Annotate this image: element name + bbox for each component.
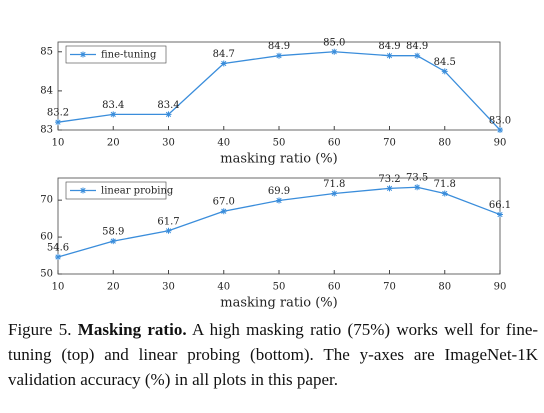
series-line	[57, 51, 501, 131]
data-label: 73.2	[378, 174, 400, 185]
data-point	[497, 211, 503, 218]
x-tick-label: 50	[273, 138, 286, 149]
figure: 83 84 85 10 20 30 40 50 60 70 80 90 masking ratio (%…	[40, 37, 511, 311]
data-point	[110, 111, 117, 118]
data-label: 73.5	[406, 173, 428, 184]
y-tick-label: 50	[40, 269, 53, 280]
x-tick-label: 90	[494, 282, 507, 293]
data-point	[441, 190, 448, 197]
data-label: 71.8	[323, 179, 345, 190]
legend-label: fine-tuning	[101, 50, 157, 61]
data-point	[55, 254, 61, 261]
data-point	[497, 127, 503, 133]
x-axis-title: masking ratio (%)	[220, 296, 337, 311]
data-point	[220, 208, 227, 215]
data-point	[110, 238, 117, 245]
x-tick-label: 10	[52, 282, 65, 293]
x-tick-label: 80	[438, 282, 451, 293]
caption-title: Masking ratio.	[77, 320, 187, 339]
caption: Figure 5. Masking ratio. A high masking …	[8, 317, 538, 392]
y-tick-label: 70	[40, 195, 53, 206]
x-tick-label: 40	[217, 282, 230, 293]
x-tick-label: 40	[217, 138, 230, 149]
y-tick-label: 84	[40, 85, 53, 96]
data-label: 84.9	[268, 41, 290, 52]
x-tick-label: 80	[438, 138, 451, 149]
x-tick-label: 30	[162, 282, 175, 293]
data-label: 84.5	[434, 57, 456, 68]
data-label: 83.0	[489, 116, 511, 127]
data-point	[386, 52, 393, 59]
caption-text: A high masking ratio (75%) works well fo…	[8, 320, 539, 389]
data-point	[55, 119, 61, 126]
data-label: 84.9	[406, 41, 428, 52]
data-point	[441, 68, 448, 75]
x-tick-label: 50	[273, 282, 286, 293]
data-label: 54.6	[47, 243, 69, 254]
x-tick-label: 30	[162, 138, 175, 149]
data-point	[276, 197, 282, 204]
legend-box	[65, 45, 167, 64]
data-point	[220, 60, 227, 67]
x-axis-title: masking ratio (%)	[220, 152, 337, 167]
data-point	[414, 184, 421, 191]
data-point	[276, 52, 282, 59]
x-tick-label: 90	[494, 138, 507, 149]
x-tick-label: 10	[52, 138, 65, 149]
legend-marker	[80, 187, 86, 194]
legend-marker	[80, 51, 86, 58]
data-label: 83.4	[157, 100, 179, 111]
data-label: 71.8	[434, 179, 456, 190]
data-label: 84.7	[213, 49, 235, 60]
data-label: 69.9	[268, 186, 290, 197]
data-point	[331, 48, 338, 55]
legend-box	[65, 181, 167, 200]
data-point	[331, 190, 338, 197]
data-label: 58.9	[102, 227, 124, 238]
data-label: 83.2	[47, 108, 69, 119]
data-label: 85.0	[323, 37, 345, 48]
data-label: 66.1	[489, 200, 511, 211]
caption-label: Figure 5.	[8, 320, 72, 339]
x-tick-label: 60	[328, 138, 341, 149]
legend-label: linear probing	[101, 186, 174, 197]
y-tick-label: 60	[40, 232, 53, 243]
data-label: 83.4	[102, 100, 124, 111]
x-tick-label: 20	[107, 282, 120, 293]
data-label: 61.7	[157, 216, 179, 227]
data-point	[165, 227, 172, 234]
y-tick-label: 85	[40, 46, 53, 57]
data-point	[165, 111, 172, 118]
data-point	[414, 52, 421, 59]
x-tick-label: 20	[107, 138, 120, 149]
data-label: 84.9	[378, 41, 400, 52]
x-tick-label: 70	[383, 138, 396, 149]
y-tick-label: 83	[40, 125, 53, 136]
data-point	[386, 185, 393, 192]
series-line	[57, 186, 501, 258]
data-label: 67.0	[213, 197, 235, 208]
x-tick-label: 70	[383, 282, 396, 293]
x-tick-label: 60	[328, 282, 341, 293]
